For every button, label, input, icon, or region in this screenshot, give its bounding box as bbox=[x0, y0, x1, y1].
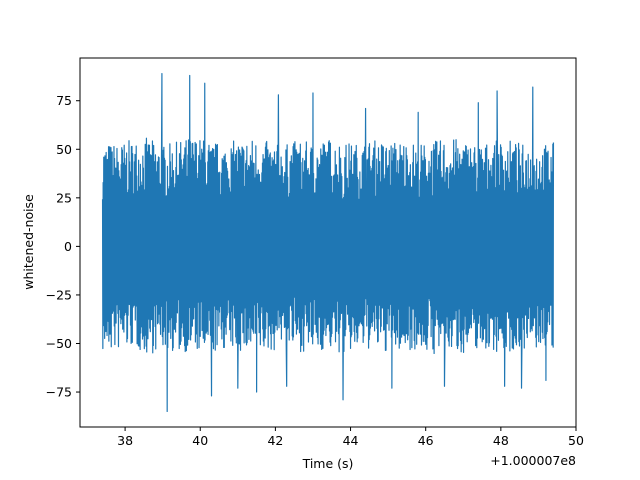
y-tick-label: 25 bbox=[56, 190, 72, 205]
x-tick-label: 42 bbox=[267, 433, 283, 448]
y-tick-label: −50 bbox=[46, 336, 72, 351]
x-axis-label: Time (s) bbox=[302, 456, 354, 471]
x-tick-label: 44 bbox=[343, 433, 359, 448]
series-line-whitened-noise bbox=[101, 72, 555, 413]
x-tick-label: 40 bbox=[192, 433, 208, 448]
y-axis: −75 −50 −25 0 25 50 75 bbox=[46, 93, 80, 400]
x-tick-label: 46 bbox=[418, 433, 434, 448]
y-tick-label: 75 bbox=[56, 93, 72, 108]
y-tick-label: −75 bbox=[46, 385, 72, 400]
axes-frame bbox=[79, 57, 577, 428]
plot-area bbox=[79, 57, 577, 428]
x-tick-label: 50 bbox=[568, 433, 584, 448]
y-axis-label: whitened-noise bbox=[21, 194, 36, 290]
y-tick-label: 0 bbox=[64, 239, 72, 254]
x-offset-label: +1.000007e8 bbox=[490, 453, 576, 468]
y-tick-label: 50 bbox=[56, 142, 72, 157]
x-axis: 38 40 42 44 46 48 50 bbox=[117, 427, 584, 448]
y-tick-label: −25 bbox=[46, 287, 72, 302]
x-tick-label: 38 bbox=[117, 433, 133, 448]
x-tick-label: 48 bbox=[493, 433, 509, 448]
